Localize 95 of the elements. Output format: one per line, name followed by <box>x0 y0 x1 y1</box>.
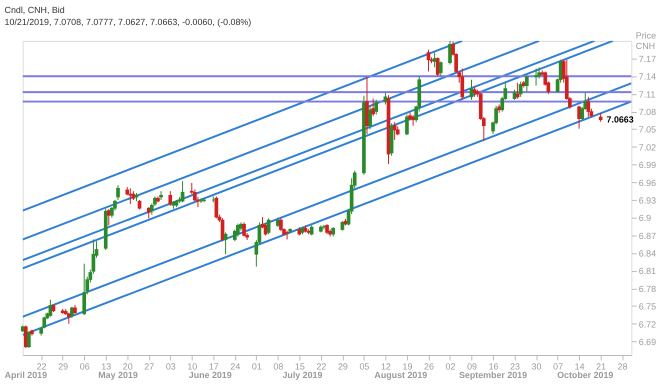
x-tick-label: 15 <box>294 361 305 372</box>
candlestick <box>438 60 443 76</box>
x-tick-label: 07 <box>553 361 564 372</box>
y-tick-label: 6.9 <box>638 213 652 224</box>
x-tick-label: 22 <box>316 361 326 372</box>
candlestick <box>266 218 270 235</box>
y-tick-label: 6.93 <box>638 195 656 206</box>
x-tick-label: 14 <box>574 361 585 372</box>
candlestick <box>310 224 314 236</box>
candlestick <box>242 222 246 238</box>
y-axis-title: Price CNH <box>636 30 656 52</box>
candlestick <box>384 92 388 106</box>
x-tick-label: 12 <box>380 361 391 372</box>
x-tick-label: 20 <box>122 361 133 372</box>
y-tick-label: 7.05 <box>638 124 656 135</box>
candlestick <box>518 81 523 98</box>
candlestick <box>180 180 184 203</box>
candlestick <box>224 232 228 255</box>
candlestick <box>534 68 538 86</box>
candlestick <box>214 196 218 219</box>
x-tick-label: 13 <box>101 361 112 372</box>
y-tick-label: 7.02 <box>638 142 656 152</box>
candlestick <box>460 68 464 100</box>
candlestick <box>374 99 378 116</box>
candlestick <box>168 190 172 206</box>
candlestick <box>405 114 409 136</box>
candlestick <box>138 200 142 210</box>
y-tick-label: 6.96 <box>638 178 656 188</box>
y-tick-label: 7.14 <box>638 72 656 82</box>
y-tick-label: 6.72 <box>638 319 656 330</box>
annotation: 7.0663 <box>606 114 634 125</box>
candlestick <box>325 224 329 235</box>
x-tick-label: 30 <box>532 361 542 372</box>
x-tick-label: 24 <box>230 361 240 372</box>
candlestick <box>392 122 396 140</box>
x-tick-label: 05 <box>359 361 370 372</box>
candlestick <box>516 82 520 100</box>
candlestick <box>371 98 375 117</box>
candlestick <box>470 79 474 100</box>
x-tick-label: 28 <box>618 361 628 372</box>
x-tick-label: 03 <box>166 361 176 372</box>
y-tick-label: 6.75 <box>638 302 656 312</box>
x-tick-label: 17 <box>208 361 219 372</box>
x-tick-label: 16 <box>488 361 499 372</box>
x-tick-label: 08 <box>273 361 284 372</box>
candlestick <box>82 263 86 316</box>
x-tick-label: 09 <box>467 361 477 372</box>
candlestick <box>368 105 372 130</box>
candlestick <box>340 220 344 232</box>
x-tick-label: 23 <box>510 361 520 372</box>
x-tick-label: 02 <box>446 361 456 372</box>
candlestick <box>236 223 240 238</box>
x2-tick-label: July 2019 <box>282 370 322 380</box>
candlestick <box>70 306 74 318</box>
x-tick-label: 01 <box>252 361 262 372</box>
x-tick-label: 27 <box>144 361 154 372</box>
y-tick-label: 6.87 <box>638 230 656 241</box>
candlestick <box>586 96 590 118</box>
x2-tick-label: October 2019 <box>557 370 614 380</box>
x-tick-label: 06 <box>80 361 90 372</box>
y-tick-label: 6.81 <box>638 266 656 276</box>
candlestick <box>42 316 46 330</box>
candlestick <box>525 75 529 92</box>
candlestick <box>512 89 516 100</box>
x-tick-label: 10 <box>187 361 198 372</box>
y-tick-label: 6.99 <box>638 160 656 170</box>
candlestick <box>448 40 452 65</box>
x-tick-label: 29 <box>338 361 348 372</box>
x2-tick-label: June 2019 <box>188 370 232 380</box>
x2-tick-label: August 2019 <box>374 370 428 380</box>
candlestick <box>48 299 52 318</box>
y-tick-label: 7.17 <box>638 54 656 64</box>
chart-subtitle: 10/21/2019, 7.0708, 7.0777, 7.0627, 7.0663, -0.0060, (-0.08%) <box>4 17 252 28</box>
candlestick <box>220 218 224 242</box>
candlestick <box>432 52 436 68</box>
x-tick-label: 26 <box>424 361 434 372</box>
y-tick-label: 7.11 <box>638 89 656 100</box>
candlestick <box>426 49 430 72</box>
candlestick <box>331 226 336 238</box>
y-tick-label: 6.69 <box>638 336 656 347</box>
candlestick <box>116 184 120 200</box>
y-tick-label: 6.78 <box>638 284 656 294</box>
x2-tick-label: April 2019 <box>4 370 48 380</box>
candlestick <box>27 330 31 348</box>
chart-title: Cndl, CNH, Bid <box>4 5 65 16</box>
x-tick-label: 29 <box>58 361 68 372</box>
x2-tick-label: September 2019 <box>458 370 528 380</box>
x-tick-label: 21 <box>596 361 606 372</box>
x-tick-label: 22 <box>36 361 47 372</box>
y-tick-label: 7.08 <box>638 107 656 118</box>
x2-tick-label: May 2019 <box>98 370 138 380</box>
x-tick-label: 19 <box>402 361 412 372</box>
y-tick-label: 6.84 <box>638 248 656 259</box>
candlestick <box>436 56 440 77</box>
candlestick <box>279 218 283 232</box>
